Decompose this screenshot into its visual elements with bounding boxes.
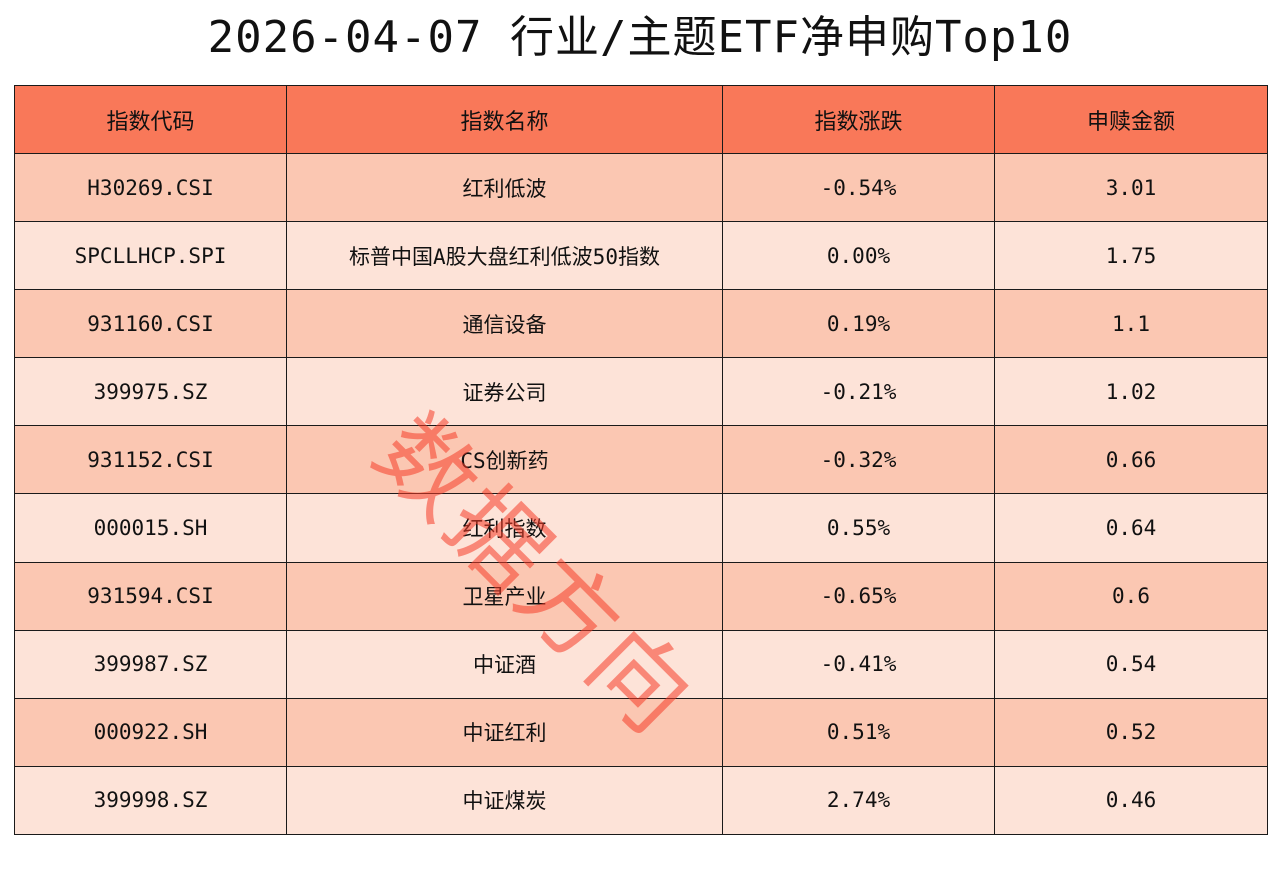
cell-index-code: SPCLLHCP.SPI — [14, 221, 287, 291]
cell-index-change: -0.41% — [722, 629, 995, 699]
table-row: H30269.CSI 红利低波 -0.54% 3.01 — [14, 152, 1268, 223]
cell-net-amount: 0.64 — [994, 493, 1268, 563]
cell-index-code: 000922.SH — [14, 697, 287, 767]
table-row: 399987.SZ 中证酒 -0.41% 0.54 — [14, 629, 1268, 699]
cell-net-amount: 0.6 — [994, 561, 1268, 631]
cell-index-code: 399998.SZ — [14, 765, 287, 836]
cell-net-amount: 1.75 — [994, 221, 1268, 291]
table-row: SPCLLHCP.SPI 标普中国A股大盘红利低波50指数 0.00% 1.75 — [14, 221, 1268, 291]
cell-index-code: 399987.SZ — [14, 629, 287, 699]
table-row: 000922.SH 中证红利 0.51% 0.52 — [14, 697, 1268, 767]
header-index-change: 指数涨跌 — [722, 85, 995, 154]
table-row: 399975.SZ 证券公司 -0.21% 1.02 — [14, 357, 1268, 427]
table-row: 000015.SH 红利指数 0.55% 0.64 — [14, 493, 1268, 563]
table-row: 931160.CSI 通信设备 0.19% 1.1 — [14, 289, 1268, 359]
cell-index-name: 卫星产业 — [286, 561, 723, 631]
cell-index-change: -0.54% — [722, 152, 995, 223]
header-row: 指数代码 指数名称 指数涨跌 申赎金额 — [14, 85, 1268, 154]
cell-index-code: H30269.CSI — [14, 152, 287, 223]
cell-index-change: -0.65% — [722, 561, 995, 631]
cell-index-name: 红利低波 — [286, 152, 723, 223]
cell-index-code: 931594.CSI — [14, 561, 287, 631]
cell-index-name: 通信设备 — [286, 289, 723, 359]
cell-index-name: 中证红利 — [286, 697, 723, 767]
cell-net-amount: 3.01 — [994, 152, 1268, 223]
cell-net-amount: 0.52 — [994, 697, 1268, 767]
cell-index-code: 000015.SH — [14, 493, 287, 563]
cell-index-code: 931152.CSI — [14, 425, 287, 495]
page-title: 2026-04-07 行业/主题ETF净申购Top10 — [207, 12, 1073, 63]
cell-index-change: -0.21% — [722, 357, 995, 427]
cell-net-amount: 1.02 — [994, 357, 1268, 427]
cell-index-name: 中证煤炭 — [286, 765, 723, 836]
cell-index-change: -0.32% — [722, 425, 995, 495]
cell-net-amount: 0.66 — [994, 425, 1268, 495]
cell-index-change: 0.55% — [722, 493, 995, 563]
cell-index-change: 0.00% — [722, 221, 995, 291]
cell-net-amount: 0.46 — [994, 765, 1268, 836]
header-net-amount: 申赎金额 — [994, 85, 1268, 154]
cell-index-name: 中证酒 — [286, 629, 723, 699]
cell-index-name: 红利指数 — [286, 493, 723, 563]
cell-index-name: 标普中国A股大盘红利低波50指数 — [286, 221, 723, 291]
table-row: 399998.SZ 中证煤炭 2.74% 0.46 — [14, 765, 1268, 836]
cell-index-name: 证券公司 — [286, 357, 723, 427]
header-index-name: 指数名称 — [286, 85, 723, 154]
cell-index-name: CS创新药 — [286, 425, 723, 495]
cell-net-amount: 1.1 — [994, 289, 1268, 359]
table-row: 931594.CSI 卫星产业 -0.65% 0.6 — [14, 561, 1268, 631]
cell-net-amount: 0.54 — [994, 629, 1268, 699]
cell-index-change: 0.19% — [722, 289, 995, 359]
header-index-code: 指数代码 — [14, 85, 287, 154]
cell-index-code: 931160.CSI — [14, 289, 287, 359]
etf-table: 指数代码 指数名称 指数涨跌 申赎金额 H30269.CSI 红利低波 -0.5… — [14, 85, 1268, 836]
cell-index-change: 0.51% — [722, 697, 995, 767]
table-row: 931152.CSI CS创新药 -0.32% 0.66 — [14, 425, 1268, 495]
cell-index-code: 399975.SZ — [14, 357, 287, 427]
cell-index-change: 2.74% — [722, 765, 995, 836]
